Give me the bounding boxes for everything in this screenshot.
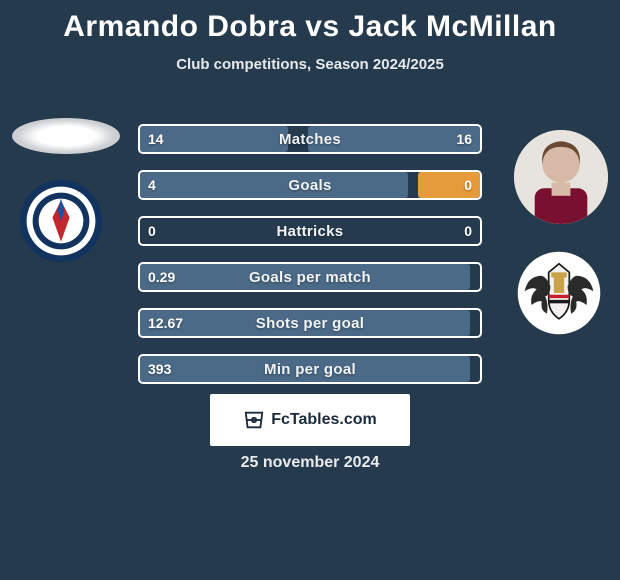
stat-row: Min per goal393	[138, 354, 482, 384]
stats-container: Matches1416Goals40Hattricks00Goals per m…	[138, 124, 482, 400]
player-photo-left	[12, 118, 120, 154]
stat-label: Hattricks	[138, 216, 482, 246]
page-subtitle: Club competitions, Season 2024/2025	[0, 56, 620, 73]
stat-value-left: 12.67	[138, 308, 193, 338]
exeter-badge-icon	[516, 250, 602, 336]
stat-value-right: 0	[454, 216, 482, 246]
stat-value-left: 14	[138, 124, 174, 154]
pitch-icon	[243, 409, 265, 431]
player-photo-right	[514, 130, 608, 224]
page-title: Armando Dobra vs Jack McMillan	[0, 0, 620, 44]
stat-value-left: 0.29	[138, 262, 185, 292]
stat-value-left: 393	[138, 354, 181, 384]
stat-label: Goals per match	[138, 262, 482, 292]
stat-row: Matches14 16	[138, 124, 482, 154]
attribution-badge: FcTables.com	[210, 394, 410, 446]
chesterfield-badge-icon	[18, 178, 104, 264]
stat-value-right: 16	[446, 124, 482, 154]
attribution-text: FcTables.com	[271, 411, 377, 429]
club-logo-right	[516, 250, 602, 336]
page-date: 25 november 2024	[0, 454, 620, 472]
stat-value-left: 0	[138, 216, 166, 246]
stat-value-left: 4	[138, 170, 166, 200]
stat-label: Min per goal	[138, 354, 482, 384]
stat-row: Hattricks0 0	[138, 216, 482, 246]
stat-label: Matches	[138, 124, 482, 154]
stat-row: Goals per match0.29	[138, 262, 482, 292]
stat-row: Goals4 0	[138, 170, 482, 200]
stat-label: Goals	[138, 170, 482, 200]
stat-row: Shots per goal12.67	[138, 308, 482, 338]
avatar-silhouette-icon	[514, 130, 608, 224]
stat-value-right: 0	[454, 170, 482, 200]
club-logo-left	[18, 178, 104, 264]
